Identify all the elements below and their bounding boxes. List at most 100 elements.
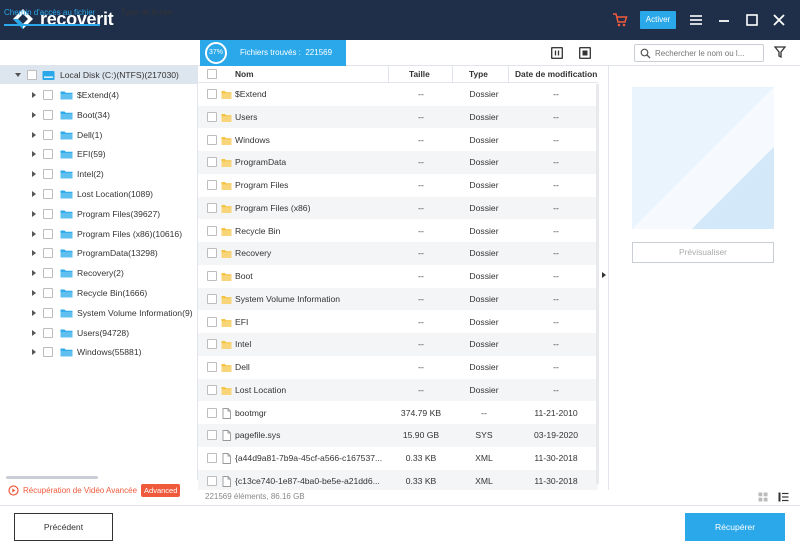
recover-button[interactable]: Récupérer [685, 513, 785, 541]
file-row-checkbox[interactable] [207, 225, 217, 236]
chevron-right-icon[interactable] [32, 131, 36, 138]
chevron-right-icon[interactable] [32, 250, 36, 257]
file-row-checkbox[interactable] [207, 111, 217, 122]
file-row[interactable]: Recovery -- Dossier -- [198, 242, 598, 265]
file-row[interactable]: System Volume Information -- Dossier -- [198, 287, 598, 311]
file-row[interactable]: Dell -- Dossier -- [198, 356, 598, 379]
maximize-icon[interactable] [744, 11, 760, 29]
tab-file-type[interactable]: Type de fichier [121, 8, 174, 17]
menu-icon[interactable] [688, 11, 704, 29]
file-row-checkbox[interactable] [207, 407, 217, 418]
tree-item-checkbox[interactable] [43, 347, 53, 358]
tree-root[interactable]: Local Disk (C:)(NTFS)(217030) [0, 66, 197, 84]
tree-item[interactable]: Users(94728) [0, 324, 197, 342]
file-row[interactable]: bootmgr 374.79 KB -- 11-21-2010 [198, 402, 598, 425]
tree-item-checkbox[interactable] [43, 208, 53, 219]
column-type[interactable]: Type [469, 69, 488, 79]
file-row[interactable]: {a44d9a81-7b9a-45cf-a566-c167537... 0.33 … [198, 447, 598, 470]
file-row-checkbox[interactable] [207, 248, 217, 259]
tree-item-checkbox[interactable] [43, 129, 53, 140]
grid-view-icon[interactable] [758, 492, 768, 502]
column-name[interactable]: Nom [235, 69, 254, 79]
minimize-icon[interactable] [716, 11, 732, 29]
tree-item[interactable]: Windows(55881) [0, 343, 197, 361]
file-row-checkbox[interactable] [207, 89, 217, 99]
chevron-right-icon[interactable] [32, 329, 36, 336]
previous-button[interactable]: Précédent [14, 513, 113, 541]
file-row-checkbox[interactable] [207, 271, 217, 281]
file-row[interactable]: Program Files -- Dossier -- [198, 174, 598, 197]
tree-item-checkbox[interactable] [43, 149, 53, 160]
file-row[interactable]: $Extend -- Dossier -- [198, 83, 598, 106]
activate-button[interactable]: Activer [640, 11, 676, 29]
search-input[interactable] [655, 47, 761, 59]
file-row[interactable]: Boot -- Dossier -- [198, 265, 598, 288]
file-row-checkbox[interactable] [207, 362, 217, 372]
file-row[interactable]: {c13ce740-1e87-4ba0-be5e-a21dd6... 0.33 K… [198, 469, 598, 490]
tree-item-checkbox[interactable] [43, 109, 53, 120]
tree-item[interactable]: System Volume Information(9) [0, 304, 197, 322]
chevron-right-icon[interactable] [32, 151, 36, 158]
chevron-right-icon[interactable] [32, 290, 36, 296]
file-row-checkbox[interactable] [207, 453, 217, 463]
file-row-checkbox[interactable] [207, 157, 217, 168]
list-view-icon[interactable] [778, 492, 789, 502]
list-scrollbar[interactable] [596, 84, 599, 484]
tree-item-checkbox[interactable] [43, 169, 53, 180]
preview-button[interactable]: Prévisualiser [632, 242, 774, 263]
tree-item[interactable]: Intel(2) [0, 165, 197, 183]
tree-item[interactable]: EFI(59) [0, 145, 197, 163]
file-row-checkbox[interactable] [207, 134, 217, 145]
file-row-checkbox[interactable] [207, 384, 217, 395]
chevron-down-icon[interactable] [15, 73, 21, 77]
file-row[interactable]: pagefile.sys 15.90 GB SYS 03-19-2020 [198, 424, 598, 447]
tree-item[interactable]: Boot(34) [0, 106, 197, 124]
file-row[interactable]: Windows -- Dossier -- [198, 129, 598, 152]
tree-item-checkbox[interactable] [43, 307, 53, 318]
advanced-video-recovery[interactable]: Récupération de Vidéo Avancée Advanced [8, 484, 181, 497]
tree-item-checkbox[interactable] [43, 189, 53, 199]
file-row[interactable]: Intel -- Dossier -- [198, 333, 598, 356]
tree-item[interactable]: Dell(1) [0, 126, 197, 144]
file-row-checkbox[interactable] [207, 430, 217, 441]
file-row-checkbox[interactable] [207, 180, 217, 190]
file-row[interactable]: Recycle Bin -- Dossier -- [198, 220, 598, 243]
chevron-right-icon[interactable] [32, 111, 36, 118]
chevron-right-icon[interactable] [32, 92, 36, 98]
tree-item-checkbox[interactable] [43, 327, 53, 338]
tree-item-checkbox[interactable] [43, 90, 53, 100]
file-row-checkbox[interactable] [207, 202, 217, 213]
collapse-preview-icon[interactable] [602, 272, 606, 278]
tree-item[interactable]: $Extend(4) [0, 86, 197, 104]
file-row-checkbox[interactable] [207, 475, 217, 486]
tab-file-path[interactable]: Chemin d'accès au fichier [4, 0, 100, 26]
tree-item-checkbox[interactable] [43, 268, 53, 279]
chevron-right-icon[interactable] [32, 210, 36, 217]
chevron-right-icon[interactable] [32, 230, 36, 237]
pause-icon[interactable] [551, 47, 563, 59]
tree-item[interactable]: Program Files(39627) [0, 205, 197, 223]
tree-item[interactable]: ProgramData(13298) [0, 244, 197, 262]
tree-item-checkbox[interactable] [43, 228, 53, 239]
select-all-checkbox[interactable] [207, 69, 217, 79]
tree-item[interactable]: Recovery(2) [0, 264, 197, 282]
file-row[interactable]: ProgramData -- Dossier -- [198, 151, 598, 174]
tree-item[interactable]: Program Files (x86)(10616) [0, 225, 197, 243]
file-row[interactable]: EFI -- Dossier -- [198, 311, 598, 334]
file-row[interactable]: Lost Location -- Dossier -- [198, 378, 598, 402]
cart-icon[interactable] [612, 12, 628, 28]
close-icon[interactable] [771, 11, 787, 29]
column-date[interactable]: Date de modification [515, 69, 598, 79]
chevron-right-icon[interactable] [32, 349, 36, 356]
tree-item[interactable]: Lost Location(1089) [0, 185, 197, 203]
file-row-checkbox[interactable] [207, 316, 217, 327]
file-row[interactable]: Program Files (x86) -- Dossier -- [198, 196, 598, 220]
file-row-checkbox[interactable] [207, 339, 217, 350]
tree-item-checkbox[interactable] [43, 288, 53, 298]
tree-item[interactable]: Recycle Bin(1666) [0, 284, 197, 302]
chevron-right-icon[interactable] [32, 309, 36, 316]
column-size[interactable]: Taille [409, 69, 430, 79]
tree-root-checkbox[interactable] [27, 70, 37, 80]
tree-horizontal-scrollbar[interactable] [6, 476, 98, 479]
file-row-checkbox[interactable] [207, 293, 217, 304]
